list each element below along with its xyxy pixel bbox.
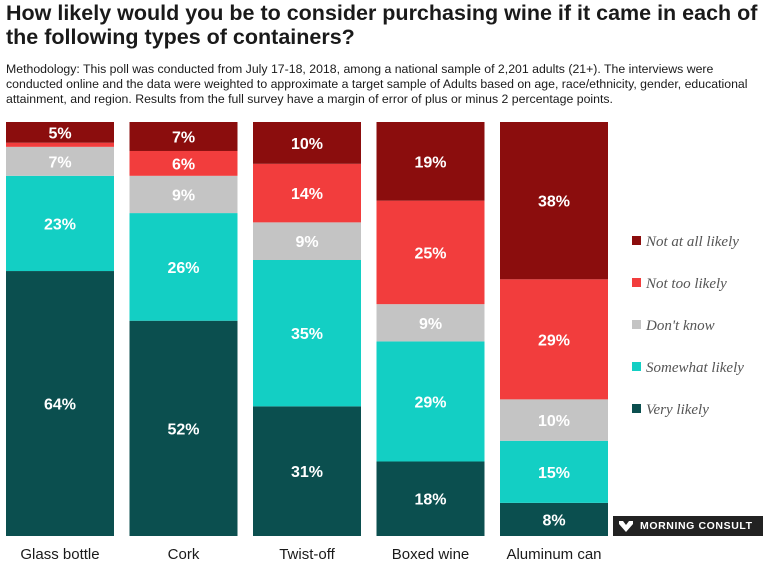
data-label-glass-bottle-don-t-know: 7% <box>48 154 71 171</box>
bar-segment-aluminum-can-somewhat-likely <box>500 440 608 503</box>
data-label-boxed-wine-somewhat-likely: 29% <box>414 394 446 411</box>
brand-badge: MORNING CONSULT <box>613 516 763 536</box>
data-label-glass-bottle-somewhat-likely: 23% <box>44 216 76 233</box>
bars-group: 64% 23% 7% 5% 52% 26% 9% 6% 7% 31% 35% 9% 14% 10% 18% 2… <box>6 122 608 536</box>
bar-segment-cork-somewhat-likely <box>129 213 238 321</box>
bar-segment-boxed-wine-not-too-likely <box>376 200 485 305</box>
data-label-boxed-wine-very-likely: 18% <box>414 492 446 509</box>
bar-segment-boxed-wine-very-likely <box>376 461 485 536</box>
bar-segment-twist-off-very-likely <box>253 406 361 536</box>
data-label-aluminum-can-very-likely: 8% <box>542 512 565 529</box>
bar-segment-glass-bottle-don-t-know <box>6 146 114 176</box>
data-label-aluminum-can-not-too-likely: 29% <box>538 332 570 349</box>
bar-segment-glass-bottle-very-likely <box>6 271 114 536</box>
legend: Not at all likely Not too likely Don't kno… <box>632 234 744 418</box>
bar-segment-glass-bottle-not-too-likely <box>6 142 114 147</box>
bar-segment-aluminum-can-not-at-all-likely <box>500 122 608 280</box>
bar-segment-glass-bottle-somewhat-likely <box>6 175 114 272</box>
methodology-note: Methodology: This poll was conducted fro… <box>6 62 748 106</box>
data-label-twist-off-don-t-know: 9% <box>295 234 318 251</box>
bar-segment-cork-don-t-know <box>129 175 238 214</box>
legend-label-very-likely: Very likely <box>646 402 709 418</box>
legend-swatch-somewhat-likely <box>632 362 641 371</box>
bar-segment-aluminum-can-not-too-likely <box>500 279 608 400</box>
brand-name: MORNING CONSULT <box>640 520 753 532</box>
data-label-boxed-wine-not-too-likely: 25% <box>414 245 446 262</box>
bar-segment-glass-bottle-not-at-all-likely <box>6 122 114 143</box>
category-label-aluminum-can: Aluminum can <box>506 546 601 563</box>
category-label-twist-off: Twist-off <box>279 546 335 563</box>
data-label-twist-off-somewhat-likely: 35% <box>291 326 323 343</box>
morning-consult-logo-icon <box>619 521 633 532</box>
data-label-twist-off-not-at-all-likely: 10% <box>291 136 323 153</box>
bar-segment-boxed-wine-don-t-know <box>376 304 485 342</box>
category-label-cork: Cork <box>168 546 200 563</box>
data-label-boxed-wine-not-at-all-likely: 19% <box>414 154 446 171</box>
category-labels: Glass bottle Cork Twist-off Boxed wine Alumi… <box>20 546 601 563</box>
bar-segment-cork-not-too-likely <box>129 150 238 176</box>
category-label-glass-bottle: Glass bottle <box>20 546 99 563</box>
bar-segment-twist-off-don-t-know <box>253 222 361 260</box>
legend-swatch-very-likely <box>632 404 641 413</box>
data-label-aluminum-can-not-at-all-likely: 38% <box>538 194 570 211</box>
legend-swatch-not-too-likely <box>632 278 641 287</box>
legend-swatch-not-at-all-likely <box>632 236 641 245</box>
data-label-glass-bottle-very-likely: 64% <box>44 397 76 414</box>
bar-segment-boxed-wine-somewhat-likely <box>376 341 485 462</box>
legend-label-somewhat-likely: Somewhat likely <box>646 360 744 376</box>
bar-segment-aluminum-can-very-likely <box>500 502 608 536</box>
data-label-boxed-wine-don-t-know: 9% <box>419 316 442 333</box>
bar-segment-twist-off-somewhat-likely <box>253 260 361 407</box>
data-label-cork-don-t-know: 9% <box>172 187 195 204</box>
data-label-cork-very-likely: 52% <box>167 421 199 438</box>
data-label-cork-not-too-likely: 6% <box>172 156 195 173</box>
data-label-aluminum-can-don-t-know: 10% <box>538 413 570 430</box>
data-label-aluminum-can-somewhat-likely: 15% <box>538 465 570 482</box>
bar-segment-twist-off-not-too-likely <box>253 163 361 223</box>
bar-segment-twist-off-not-at-all-likely <box>253 122 361 164</box>
bar-segment-cork-very-likely <box>129 320 238 536</box>
bar-segment-aluminum-can-don-t-know <box>500 399 608 441</box>
chart-title: How likely would you be to consider purc… <box>6 1 758 49</box>
legend-label-not-too-likely: Not too likely <box>645 276 727 292</box>
data-label-cork-not-at-all-likely: 7% <box>172 129 195 146</box>
data-label-twist-off-not-too-likely: 14% <box>291 186 323 203</box>
legend-label-don-t-know: Don't know <box>645 318 715 334</box>
bar-segment-cork-not-at-all-likely <box>129 122 238 151</box>
data-label-cork-somewhat-likely: 26% <box>167 260 199 277</box>
category-label-boxed-wine: Boxed wine <box>392 546 470 563</box>
legend-swatch-don-t-know <box>632 320 641 329</box>
data-label-glass-bottle-not-at-all-likely: 5% <box>48 125 71 142</box>
data-label-twist-off-very-likely: 31% <box>291 464 323 481</box>
legend-label-not-at-all-likely: Not at all likely <box>645 234 739 250</box>
bar-segment-boxed-wine-not-at-all-likely <box>376 122 485 201</box>
